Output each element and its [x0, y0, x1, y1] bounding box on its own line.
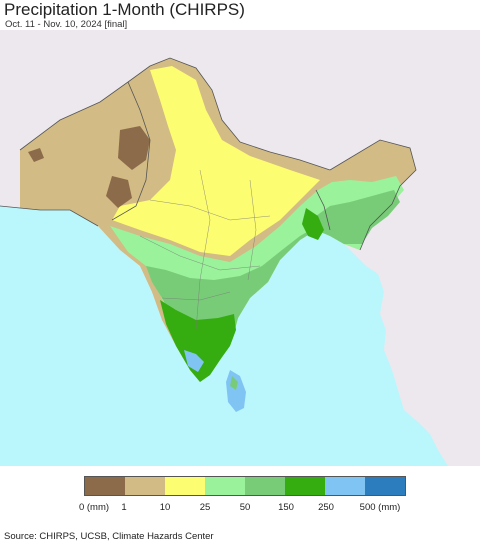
legend-swatch: [205, 477, 245, 495]
zone-0-a: [118, 126, 150, 170]
source-credit: Source: CHIRPS, UCSB, Climate Hazards Ce…: [4, 531, 214, 542]
legend-tick: 150: [278, 502, 294, 513]
legend-swatch: [285, 477, 325, 495]
precipitation-map: [0, 30, 480, 466]
legend-swatch: [365, 477, 405, 495]
map-title: Precipitation 1-Month (CHIRPS): [4, 0, 245, 19]
zone-0-b: [106, 176, 132, 208]
zone-150-250-east: [302, 208, 324, 240]
country-borders: [0, 57, 417, 251]
myanmar-coast: [378, 274, 480, 466]
legend-swatch: [85, 477, 125, 495]
zone-150-250-south: [160, 300, 236, 382]
legend-tick: 0 (mm): [78, 502, 110, 513]
legend-tick: 250: [318, 502, 334, 513]
legend-tick: 25: [199, 502, 211, 513]
legend-ticks: 0 (mm) 1 10 25 50 150 250 500 (mm): [0, 502, 480, 516]
legend-swatch: [125, 477, 165, 495]
map-subtitle: Oct. 11 - Nov. 10, 2024 [final]: [5, 19, 128, 30]
legend-tick: 500 (mm): [359, 502, 401, 513]
sri-lanka-inner: [230, 376, 238, 390]
legend-tick: 10: [159, 502, 171, 513]
state-borders: [139, 169, 271, 331]
sri-lanka: [226, 370, 246, 412]
zone-10-25: [112, 66, 320, 256]
zone-250-500: [184, 350, 204, 372]
legend-colorbar: [84, 476, 406, 496]
legend-swatch: [325, 477, 365, 495]
legend-swatch: [245, 477, 285, 495]
legend-tick: 1: [121, 502, 127, 513]
legend-tick: 50: [239, 502, 251, 513]
zone-0-c: [28, 148, 44, 162]
legend-swatch: [165, 477, 205, 495]
